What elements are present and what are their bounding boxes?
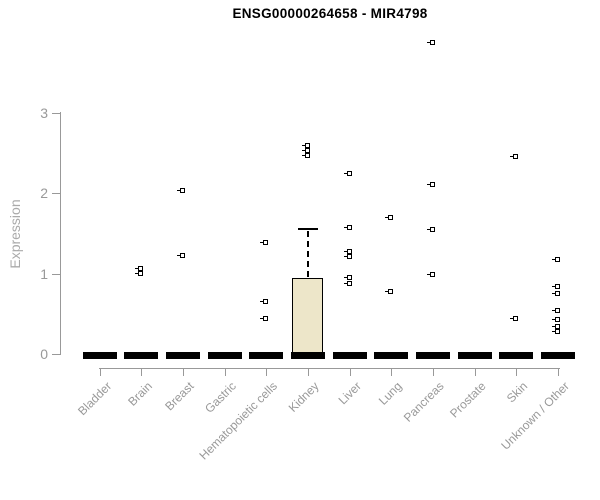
data-point [344, 281, 352, 286]
data-point [427, 227, 435, 232]
x-axis-line [99, 368, 560, 369]
data-point [344, 171, 352, 176]
category-label: Lung [376, 379, 405, 408]
data-point [260, 316, 268, 321]
y-tick-label: 2 [40, 185, 48, 201]
data-point [427, 40, 435, 45]
x-tick [475, 368, 476, 376]
x-tick [225, 368, 226, 376]
category-label: Brain [125, 379, 155, 409]
data-point [260, 299, 268, 304]
category-label: Prostate [447, 379, 489, 421]
median-bar [249, 352, 283, 359]
x-tick [141, 368, 142, 376]
data-point [135, 271, 143, 276]
x-tick [433, 368, 434, 376]
x-tick [391, 368, 392, 376]
category-label: Skin [503, 379, 530, 406]
category-label: Pancreas [401, 379, 447, 425]
whisker-line [307, 231, 309, 277]
category-label: Bladder [74, 379, 114, 419]
category-label: Hematopoietic cells [196, 379, 280, 463]
median-bar [166, 352, 200, 359]
data-point [427, 272, 435, 277]
category-label: Liver [335, 379, 364, 408]
data-point [344, 275, 352, 280]
data-point [552, 324, 560, 329]
median-bar [499, 352, 533, 359]
x-tick [516, 368, 517, 376]
data-point [552, 308, 560, 313]
y-axis-line [60, 112, 61, 355]
data-point [385, 215, 393, 220]
x-tick [558, 368, 559, 376]
y-tick [52, 354, 61, 355]
median-bar [124, 352, 158, 359]
category-label: Kidney [286, 379, 322, 415]
category-label: Gastric [202, 379, 239, 416]
data-point [177, 253, 185, 258]
median-bar [374, 352, 408, 359]
data-point [510, 154, 518, 159]
data-point [302, 148, 310, 153]
whisker-cap [298, 228, 318, 230]
x-tick [266, 368, 267, 376]
data-point [260, 240, 268, 245]
x-tick [308, 368, 309, 376]
median-bar [416, 352, 450, 359]
y-tick [52, 113, 61, 114]
median-bar [541, 352, 575, 359]
iqr-box [292, 278, 323, 355]
data-point [344, 249, 352, 254]
median-bar [458, 352, 492, 359]
median-bar [333, 352, 367, 359]
data-point [302, 153, 310, 158]
data-point [552, 284, 560, 289]
x-tick [350, 368, 351, 376]
y-tick-label: 0 [40, 346, 48, 362]
data-point [552, 317, 560, 322]
data-point [552, 291, 560, 296]
data-point [344, 225, 352, 230]
y-tick-label: 3 [40, 105, 48, 121]
y-tick [52, 274, 61, 275]
data-point [344, 254, 352, 259]
data-point [510, 316, 518, 321]
data-point [302, 143, 310, 148]
y-tick [52, 193, 61, 194]
data-point [427, 182, 435, 187]
data-point [385, 289, 393, 294]
data-point [552, 257, 560, 262]
x-tick [183, 368, 184, 376]
median-bar [208, 352, 242, 359]
median-bar [83, 352, 117, 359]
category-label: Breast [162, 379, 197, 414]
x-tick [100, 368, 101, 376]
y-tick-label: 1 [40, 266, 48, 282]
chart-title: ENSG00000264658 - MIR4798 [232, 6, 428, 21]
data-point [552, 329, 560, 334]
median-bar [291, 352, 325, 359]
data-point [177, 188, 185, 193]
data-point [135, 266, 143, 271]
